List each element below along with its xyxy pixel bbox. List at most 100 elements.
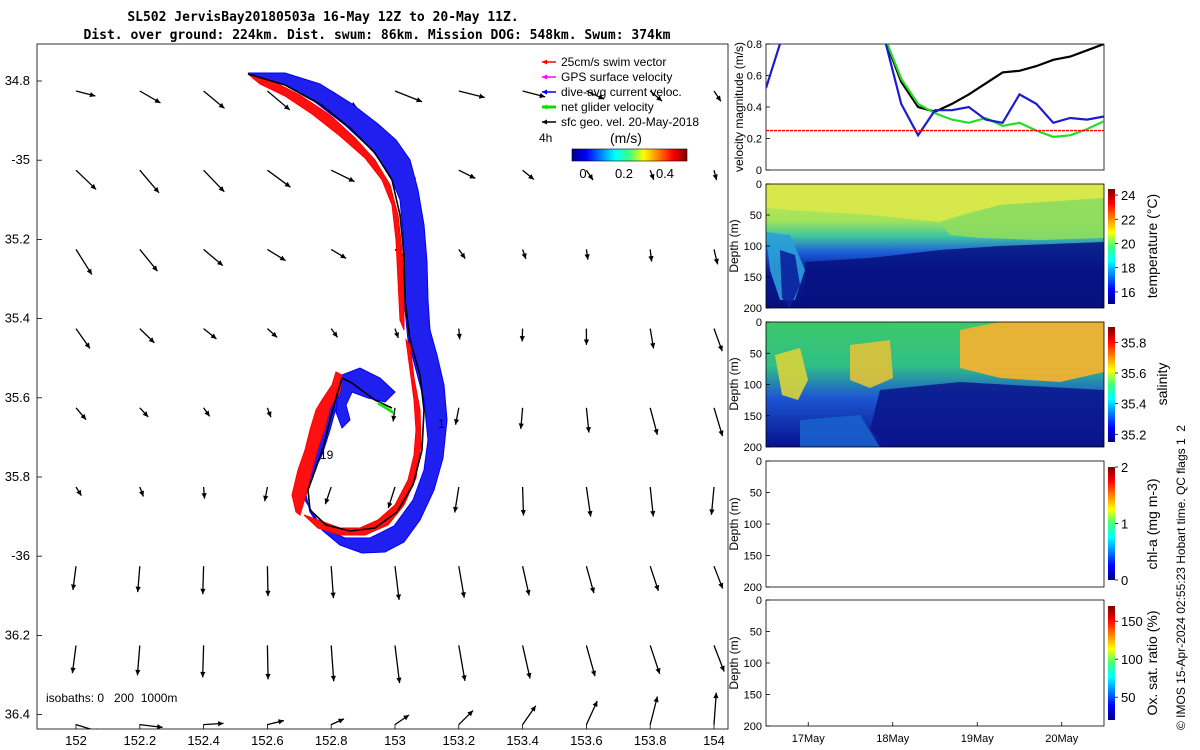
colorbar-tick-02: 0.2 xyxy=(615,166,633,181)
colorbar-tick-label: 35.2 xyxy=(1121,427,1146,442)
sfc-velocity-arrow xyxy=(75,723,93,729)
colorbar-tick-label: 20 xyxy=(1121,236,1135,251)
sfc-velocity-arrow xyxy=(330,645,335,682)
map-x-ticks: 152 152.2 152.4 152.6 152.8 153 153.2 153.4 153.… xyxy=(65,724,725,748)
net-glider-path xyxy=(247,73,425,532)
depth-tick-label: 0 xyxy=(756,456,762,468)
depth-tick-label: 200 xyxy=(744,721,762,733)
depth-tick-label: 50 xyxy=(750,348,762,360)
sfc-velocity-arrowhead xyxy=(76,489,82,496)
temperature-colorbar-label: temperature (°C) xyxy=(1144,194,1160,298)
chla-panel: 0 50 100 150 200 Depth (m) 2 1 0 chl-a (mg m-3… xyxy=(727,456,1160,594)
sfc-velocity-arrowhead xyxy=(218,721,224,727)
sfc-velocity-arrowhead xyxy=(713,258,719,265)
map-x-tick-label: 152.2 xyxy=(124,733,157,748)
sfc-velocity-arrowhead xyxy=(218,102,225,109)
sfc-velocity-arrowhead xyxy=(139,490,144,497)
velocity-tick-label: 0.8 xyxy=(747,39,762,51)
map-y-tick-label: 35.4 xyxy=(5,311,30,326)
velocity-ylabel: velocity magnitude (m/s) xyxy=(732,42,746,172)
sfc-velocity-arrowhead xyxy=(539,93,546,99)
depth-tick-label: 0 xyxy=(756,595,762,607)
sfc-velocity-arrowhead xyxy=(387,502,393,509)
sfc-velocity-arrow xyxy=(458,645,466,681)
sfc-velocity-arrowhead xyxy=(649,173,655,180)
sfc-velocity-arrowhead xyxy=(265,590,271,597)
oxygen-y-ticks: 0 50 100 150 200 xyxy=(744,595,770,733)
temperature-ylabel: Depth (m) xyxy=(727,219,741,272)
sfc-velocity-arrowhead xyxy=(394,332,399,339)
sfc-velocity-arrowhead xyxy=(653,696,659,703)
sfc-velocity-arrowhead xyxy=(89,92,96,98)
sfc-velocity-arrowhead xyxy=(719,665,725,672)
colorbar-tick-label: 18 xyxy=(1121,261,1135,276)
salinity-colorbar-label: salinity xyxy=(1154,363,1170,406)
map-x-tick-label: 152.4 xyxy=(187,733,220,748)
glider-track: 1 19 xyxy=(247,72,448,554)
sfc-velocity-arrowhead xyxy=(460,591,466,598)
sfc-velocity-arrowhead xyxy=(70,667,76,674)
colorbar-tick-label: 35.8 xyxy=(1121,335,1146,350)
sfc-velocity-arrowhead xyxy=(330,592,336,599)
velocity-panel: 0 0.2 0.4 0.6 0.8 velocity magnitude (m/s) xyxy=(732,39,1105,177)
sfc-velocity-arrowhead xyxy=(460,252,466,259)
legend-label: 25cm/s swim vector xyxy=(561,55,666,69)
sfc-velocity-arrowhead xyxy=(348,176,355,182)
sfc-velocity-arrowhead xyxy=(135,586,141,593)
legend-swatch-head xyxy=(542,59,547,65)
legend-swatch-head xyxy=(542,89,547,95)
sfc-velocity-arrowhead xyxy=(598,94,605,100)
sfc-velocity-arrowhead xyxy=(154,98,161,103)
depth-tick-label: 100 xyxy=(744,380,762,392)
map-x-tick-label: 152 xyxy=(65,733,87,748)
depth-tick-label: 100 xyxy=(744,658,762,670)
sfc-velocity-arrowhead xyxy=(395,594,402,600)
depth-tick-label: 150 xyxy=(744,272,762,284)
temperature-colorbar-ticks: 24 22 20 18 16 xyxy=(1115,188,1135,300)
sfc-velocity-arrowhead xyxy=(324,498,330,505)
sfc-velocity-arrowhead xyxy=(519,336,525,342)
chla-ylabel: Depth (m) xyxy=(727,497,741,550)
sfc-velocity-arrowhead xyxy=(396,677,402,684)
sfc-velocity-arrowhead xyxy=(284,181,291,188)
sfc-velocity-arrowhead xyxy=(283,104,290,110)
sfc-velocity-arrow xyxy=(266,645,269,680)
footer-credit: © IMOS 15-Apr-2024 02:55:23 Hobart time.… xyxy=(1174,425,1188,730)
sfc-velocity-arrowhead xyxy=(96,728,98,729)
salinity-features xyxy=(775,322,1104,447)
sfc-velocity-arrowhead xyxy=(416,97,423,103)
colorbar-tick-04: 0.4 xyxy=(656,166,674,181)
velocity-series-line xyxy=(886,44,1104,139)
velocity-tick-label: 0.4 xyxy=(747,102,762,114)
map-colorbar: 4h (m/s) 0 0.2 0.4 xyxy=(539,130,688,181)
sfc-velocity-arrowhead xyxy=(340,253,347,259)
map-y-ticks: 34.8 -35 35.2 35.4 35.6 35.8 -36 36.2 36.4 xyxy=(5,73,42,722)
track-marker-19: 19 xyxy=(320,448,334,462)
velocity-tick-label: 0 xyxy=(756,165,762,177)
sfc-velocity-arrowhead xyxy=(200,671,206,678)
swim-vector-red-north xyxy=(247,73,405,331)
depth-tick-label: 50 xyxy=(750,627,762,639)
oxygen-colorbar-label: Ox. sat. ratio (%) xyxy=(1144,610,1160,715)
sfc-velocity-arrowhead xyxy=(650,510,656,517)
sfc-velocity-arrow xyxy=(521,645,531,679)
legend-label: sfc geo. vel. 20-May-2018 xyxy=(561,115,699,129)
sfc-velocity-arrowhead xyxy=(84,342,90,349)
sfc-velocity-arrowhead xyxy=(204,410,210,417)
time-tick-label: 19May xyxy=(961,733,995,745)
legend-swatch-head xyxy=(542,119,547,125)
map-y-tick-label: 35.8 xyxy=(5,469,30,484)
colorbar-tick-label: 1 xyxy=(1121,517,1128,532)
sfc-velocity-arrowhead xyxy=(263,495,269,502)
time-tick-label: 20May xyxy=(1045,733,1079,745)
sfc-velocity-arrowhead xyxy=(278,719,284,725)
colorbar-tick-label: 150 xyxy=(1121,614,1143,629)
sfc-velocity-arrowhead xyxy=(709,509,715,515)
sfc-velocity-arrowhead xyxy=(153,186,159,193)
sfc-velocity-arrowhead xyxy=(135,669,141,676)
legend-label: dive-avg current veloc. xyxy=(561,85,682,99)
swim-vector-red-west xyxy=(291,371,343,516)
legend-label: GPS surface velocity xyxy=(561,70,672,84)
